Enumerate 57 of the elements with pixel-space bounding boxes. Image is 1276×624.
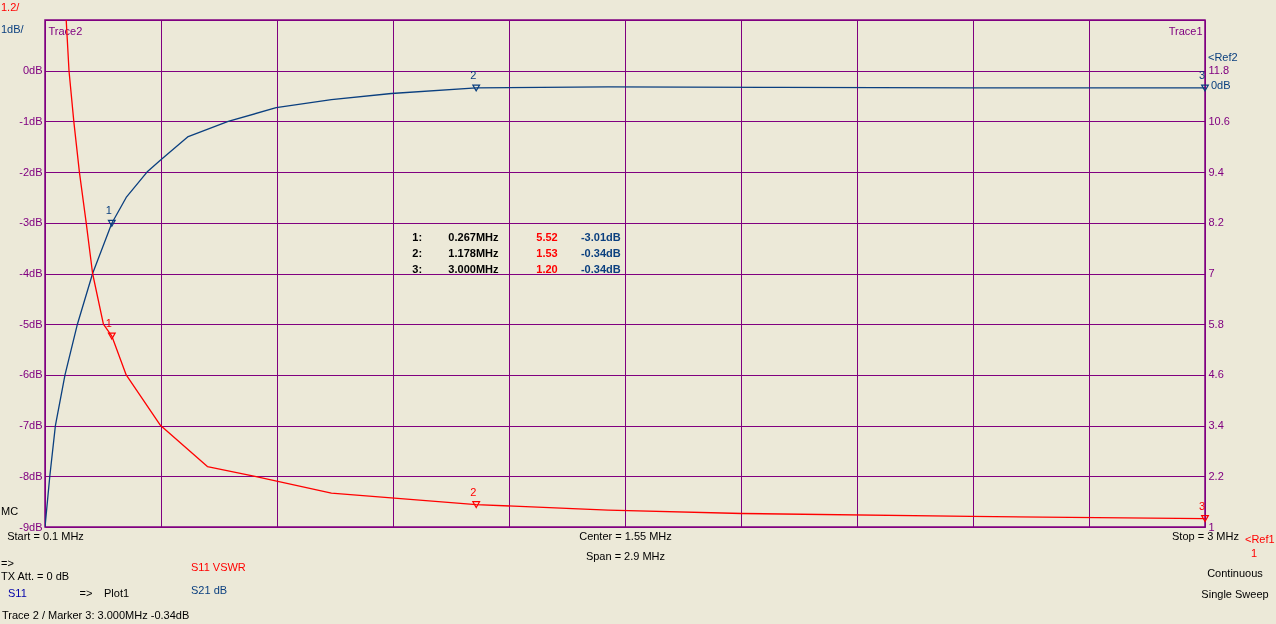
text: <Ref2 bbox=[1208, 51, 1238, 63]
y-tick-label: -5dB bbox=[19, 317, 43, 330]
y2-tick-label: 3.4 bbox=[1208, 419, 1224, 432]
text: TX Att. = 0 dB bbox=[1, 570, 70, 582]
annotation: -0.34dB bbox=[580, 263, 621, 275]
text: => bbox=[79, 587, 93, 599]
y-tick-label: -7dB bbox=[19, 419, 43, 432]
y2-tick-label: 9.4 bbox=[1208, 165, 1224, 178]
x-tick-label: Center = 1.55 MHz bbox=[579, 529, 672, 542]
y2-tick-label: 11.8 bbox=[1208, 64, 1230, 77]
annotation: 3.000MHz bbox=[448, 263, 499, 275]
point bbox=[472, 501, 481, 509]
text: Plot1 bbox=[104, 587, 130, 599]
text: Span = 2.9 MHz bbox=[585, 550, 666, 562]
annotation: 3: bbox=[412, 263, 423, 275]
annotation: -3.01dB bbox=[580, 231, 621, 243]
annotation: 1.53 bbox=[536, 247, 558, 259]
text: 1.2/ bbox=[1, 1, 21, 13]
y2-tick-label: 7 bbox=[1208, 267, 1215, 279]
text: Continuous bbox=[1207, 567, 1264, 579]
text: S11 bbox=[8, 587, 27, 599]
y-tick-label: -1dB bbox=[19, 114, 43, 127]
y-tick-label: -6dB bbox=[19, 368, 43, 381]
point bbox=[107, 332, 116, 340]
y2-tick-label: 5.8 bbox=[1208, 317, 1224, 330]
text: 1 bbox=[1251, 547, 1258, 559]
annotation: 1: bbox=[412, 231, 423, 243]
text: Trace 2 / Marker 3: 3.000MHz -0.34dB bbox=[2, 609, 190, 621]
y-tick-label: -3dB bbox=[19, 216, 43, 229]
text: Single Sweep bbox=[1201, 588, 1269, 600]
annotation: 1.20 bbox=[536, 263, 558, 275]
text: 1dB/ bbox=[1, 23, 25, 35]
text: <Ref1 bbox=[1245, 533, 1275, 545]
text: S21 dB bbox=[191, 584, 228, 596]
text: MC bbox=[1, 505, 19, 517]
y2-tick-label: 8.2 bbox=[1208, 216, 1224, 229]
annotation: 1 bbox=[105, 204, 112, 217]
annotation: 1.178MHz bbox=[448, 247, 499, 259]
annotation: 2: bbox=[412, 247, 423, 259]
y-tick-label: -8dB bbox=[19, 469, 43, 482]
y-tick-label: -4dB bbox=[19, 267, 43, 279]
y2-axis-title: Trace1 bbox=[1168, 24, 1203, 37]
point bbox=[1201, 515, 1209, 523]
annotation: 0.267MHz bbox=[448, 231, 499, 243]
text: S11 VSWR bbox=[191, 561, 246, 573]
text: => bbox=[1, 557, 14, 569]
y2-tick-label: 10.6 bbox=[1208, 114, 1230, 127]
y-tick-label: 0dB bbox=[22, 64, 43, 77]
annotation: 2 bbox=[470, 485, 477, 498]
text: 0dB bbox=[1211, 79, 1231, 91]
y2-tick-label: 4.6 bbox=[1208, 368, 1224, 381]
y2-tick-label: 2.2 bbox=[1208, 469, 1224, 482]
annotation: 5.52 bbox=[536, 231, 558, 243]
annotation: -0.34dB bbox=[580, 247, 621, 259]
y-tick-label: -2dB bbox=[19, 165, 43, 178]
y-tick-label: -9dB bbox=[19, 520, 43, 533]
annotation: 2 bbox=[470, 68, 477, 81]
